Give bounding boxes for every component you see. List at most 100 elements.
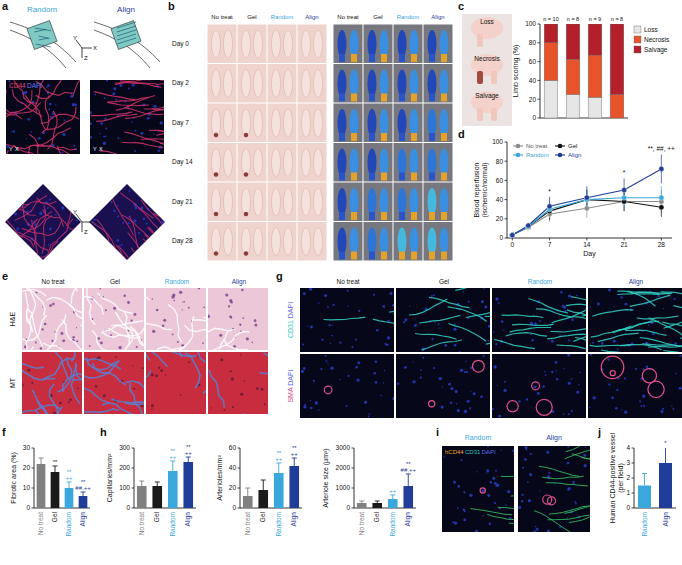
nucleus bbox=[76, 327, 77, 328]
nucleus bbox=[31, 382, 33, 384]
mouse-body bbox=[471, 91, 503, 113]
nucleus bbox=[177, 341, 179, 343]
y-tick bbox=[505, 218, 508, 219]
limb bbox=[314, 30, 323, 58]
nucleus bbox=[318, 409, 320, 411]
doppler-bg bbox=[424, 143, 453, 182]
row-label: SMA DAPI bbox=[287, 369, 294, 402]
mouse-body bbox=[471, 17, 503, 39]
nucleus bbox=[501, 320, 504, 323]
fiber bbox=[582, 312, 586, 316]
error-cap bbox=[642, 473, 647, 474]
point bbox=[621, 195, 626, 200]
y-tick bbox=[505, 238, 508, 239]
nucleus bbox=[16, 104, 17, 105]
series-line bbox=[512, 202, 661, 236]
nucleus bbox=[254, 323, 257, 326]
y-axis bbox=[240, 448, 241, 508]
error-bar bbox=[83, 492, 84, 496]
plot-area bbox=[243, 458, 299, 508]
nucleus bbox=[347, 375, 349, 377]
doppler-bg bbox=[334, 143, 363, 182]
nucleus bbox=[380, 395, 382, 397]
point bbox=[584, 206, 589, 211]
limb bbox=[272, 149, 281, 177]
outcome-label: Necrosis bbox=[474, 55, 500, 62]
y-tick bbox=[132, 468, 135, 469]
vessel-ring bbox=[610, 371, 615, 376]
nucleus bbox=[16, 227, 20, 231]
nucleus bbox=[434, 322, 435, 323]
plot-area bbox=[137, 457, 193, 508]
y-label-group: Human CD44-positive vessel(per field) bbox=[609, 432, 625, 523]
limb bbox=[284, 149, 293, 177]
nucleus bbox=[73, 145, 75, 147]
y-tick-label: 100 bbox=[492, 138, 503, 145]
y-tick bbox=[238, 448, 241, 449]
significance: * bbox=[548, 188, 551, 195]
nucleus bbox=[246, 337, 249, 340]
mouse-leg bbox=[477, 108, 483, 121]
nucleus bbox=[420, 376, 422, 378]
category-label: No treat bbox=[37, 512, 44, 535]
fiber bbox=[140, 238, 165, 260]
foot bbox=[339, 252, 345, 260]
nucleus bbox=[51, 340, 53, 342]
y-tick-label: 40 bbox=[529, 77, 537, 84]
micrograph-bg bbox=[300, 354, 394, 418]
nucleus bbox=[495, 470, 497, 472]
nucleus bbox=[450, 402, 452, 404]
nucleus bbox=[11, 131, 12, 132]
panel-label: h bbox=[100, 426, 107, 438]
foot bbox=[411, 133, 417, 141]
column-header: Random bbox=[528, 278, 553, 285]
nucleus bbox=[330, 343, 331, 344]
doppler-image bbox=[424, 25, 453, 64]
fiber bbox=[144, 105, 164, 109]
axis-arrow bbox=[82, 48, 83, 58]
photo-bg bbox=[268, 143, 297, 182]
panel-label: f bbox=[2, 426, 6, 438]
nucleus bbox=[589, 406, 591, 408]
stain-label: hCD44 bbox=[445, 449, 464, 455]
fiber bbox=[502, 315, 544, 318]
bar bbox=[659, 463, 672, 508]
nucleus bbox=[597, 303, 600, 306]
normal-limb bbox=[350, 30, 359, 58]
nucleus bbox=[475, 530, 478, 532]
nucleus bbox=[486, 469, 489, 472]
fiber bbox=[373, 319, 394, 328]
nucleus bbox=[105, 128, 107, 130]
nucleus bbox=[172, 333, 174, 335]
nucleus bbox=[106, 80, 108, 82]
limb-photo bbox=[208, 222, 237, 261]
error-bar bbox=[172, 461, 173, 471]
limb bbox=[314, 188, 323, 216]
nucleus bbox=[375, 361, 377, 363]
vessel-ring bbox=[536, 399, 552, 415]
nucleus bbox=[72, 336, 74, 338]
limb bbox=[284, 30, 293, 58]
doppler-bg bbox=[364, 143, 393, 182]
nucleus bbox=[457, 409, 460, 412]
nucleus bbox=[163, 319, 166, 322]
nucleus bbox=[473, 392, 476, 395]
fiber bbox=[84, 358, 121, 369]
nucleus bbox=[642, 394, 645, 397]
nucleus bbox=[242, 317, 244, 319]
bar bbox=[372, 503, 382, 508]
necrosis-spot bbox=[244, 133, 248, 137]
nucleus bbox=[483, 288, 485, 289]
fiber bbox=[542, 476, 584, 479]
nucleus bbox=[454, 344, 457, 347]
nucleus bbox=[486, 473, 487, 474]
nucleus bbox=[104, 97, 106, 99]
nucleus bbox=[568, 413, 570, 415]
nucleus bbox=[373, 372, 376, 375]
fiber bbox=[630, 293, 672, 295]
error-bar bbox=[188, 457, 189, 462]
y-tick bbox=[538, 61, 541, 62]
nucleus bbox=[563, 413, 565, 415]
foot bbox=[381, 173, 387, 181]
y-tick bbox=[352, 508, 355, 509]
